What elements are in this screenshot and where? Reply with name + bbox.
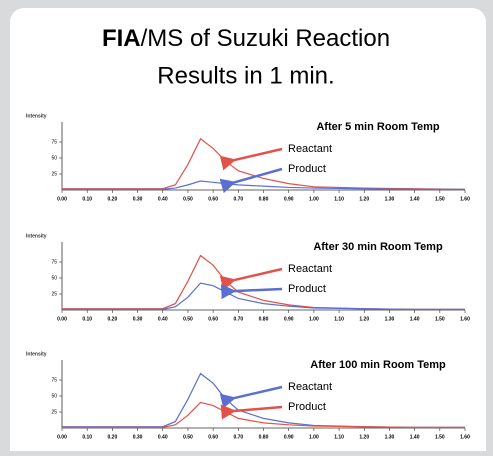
card [10,8,486,456]
x-tick-label: 0.90 [284,434,294,440]
x-tick-label: 0.50 [183,434,193,440]
x-tick-label: 0.20 [108,316,118,322]
series-label: Reactant [288,143,332,155]
y-tick-label: 50 [51,393,57,399]
x-tick-label: 1.00 [309,196,319,202]
x-tick-label: 0.30 [133,434,143,440]
x-tick-label: 0.80 [259,434,269,440]
x-tick-label: 0.10 [82,434,92,440]
arrow [219,167,283,194]
x-tick-label: 1.20 [359,316,369,322]
x-tick-label: 0.00 [57,434,67,440]
series-label: Product [288,163,326,175]
x-tick-label: 0.40 [158,316,168,322]
x-tick-label: 1.10 [334,316,344,322]
arrow [220,404,283,420]
y-tick-label: 75 [51,377,57,383]
x-tick-label: 1.40 [410,434,420,440]
x-tick-label: 1.40 [410,196,420,202]
arrow [220,284,283,300]
series-label: Reactant [288,381,332,393]
x-tick-label: 1.50 [435,196,445,202]
x-tick-label: 1.10 [334,196,344,202]
arrow [219,267,283,291]
x-tick-label: 1.60 [460,316,470,322]
x-tick-label: 1.30 [385,196,395,202]
y-tick-label: 25 [51,291,57,297]
y-tick-label: 75 [51,259,57,265]
x-tick-label: 0.60 [208,316,218,322]
x-tick-label: 0.60 [208,196,218,202]
x-tick-label: 0.90 [284,316,294,322]
y-tick-label: 75 [51,139,57,145]
y-tick-label: 50 [51,275,57,281]
x-tick-label: 0.50 [183,196,193,202]
series-label: Product [288,401,326,413]
x-tick-label: 1.30 [385,434,395,440]
x-tick-label: 1.00 [309,434,319,440]
x-tick-label: 0.40 [158,196,168,202]
arrow [219,385,283,409]
x-tick-label: 0.70 [233,316,243,322]
x-tick-label: 0.70 [233,434,243,440]
x-tick-label: 1.20 [359,196,369,202]
y-axis-label: Intensity [26,113,47,119]
series-label: Reactant [288,263,332,275]
slide-subtitle: Results in 1 min. [157,62,334,89]
x-tick-label: 0.30 [133,316,143,322]
x-tick-label: 0.60 [208,434,218,440]
x-tick-label: 0.20 [108,434,118,440]
x-tick-label: 1.60 [460,434,470,440]
slide-title: FIA/MS of Suzuki Reaction [102,25,390,52]
x-tick-label: 0.00 [57,196,67,202]
x-tick-label: 0.70 [233,196,243,202]
x-tick-label: 0.50 [183,316,193,322]
x-tick-label: 1.50 [435,434,445,440]
x-tick-label: 0.40 [158,434,168,440]
x-tick-label: 1.40 [410,316,420,322]
x-tick-label: 1.50 [435,316,445,322]
title-rest: /MS of Suzuki Reaction [141,25,390,52]
x-tick-label: 0.00 [57,316,67,322]
title-bold: FIA [102,25,141,52]
x-tick-label: 0.80 [259,196,269,202]
x-tick-label: 1.60 [460,196,470,202]
x-tick-label: 1.00 [309,316,319,322]
x-tick-label: 0.80 [259,316,269,322]
x-tick-label: 0.30 [133,196,143,202]
y-tick-label: 25 [51,171,57,177]
chart-title: After 30 min Room Temp [313,241,443,253]
series-label: Product [288,283,326,295]
y-axis-label: Intensity [26,351,47,357]
x-tick-label: 0.20 [108,196,118,202]
arrow [219,147,283,171]
y-tick-label: 50 [51,155,57,161]
x-tick-label: 1.20 [359,434,369,440]
chart-title: After 100 min Room Temp [310,359,446,371]
y-tick-label: 25 [51,409,57,415]
x-tick-label: 1.30 [385,316,395,322]
x-tick-label: 1.10 [334,434,344,440]
x-tick-label: 0.10 [82,196,92,202]
x-tick-label: 0.90 [284,196,294,202]
x-tick-label: 0.10 [82,316,92,322]
y-axis-label: Intensity [26,233,47,239]
chart-title: After 5 min Room Temp [316,121,440,133]
